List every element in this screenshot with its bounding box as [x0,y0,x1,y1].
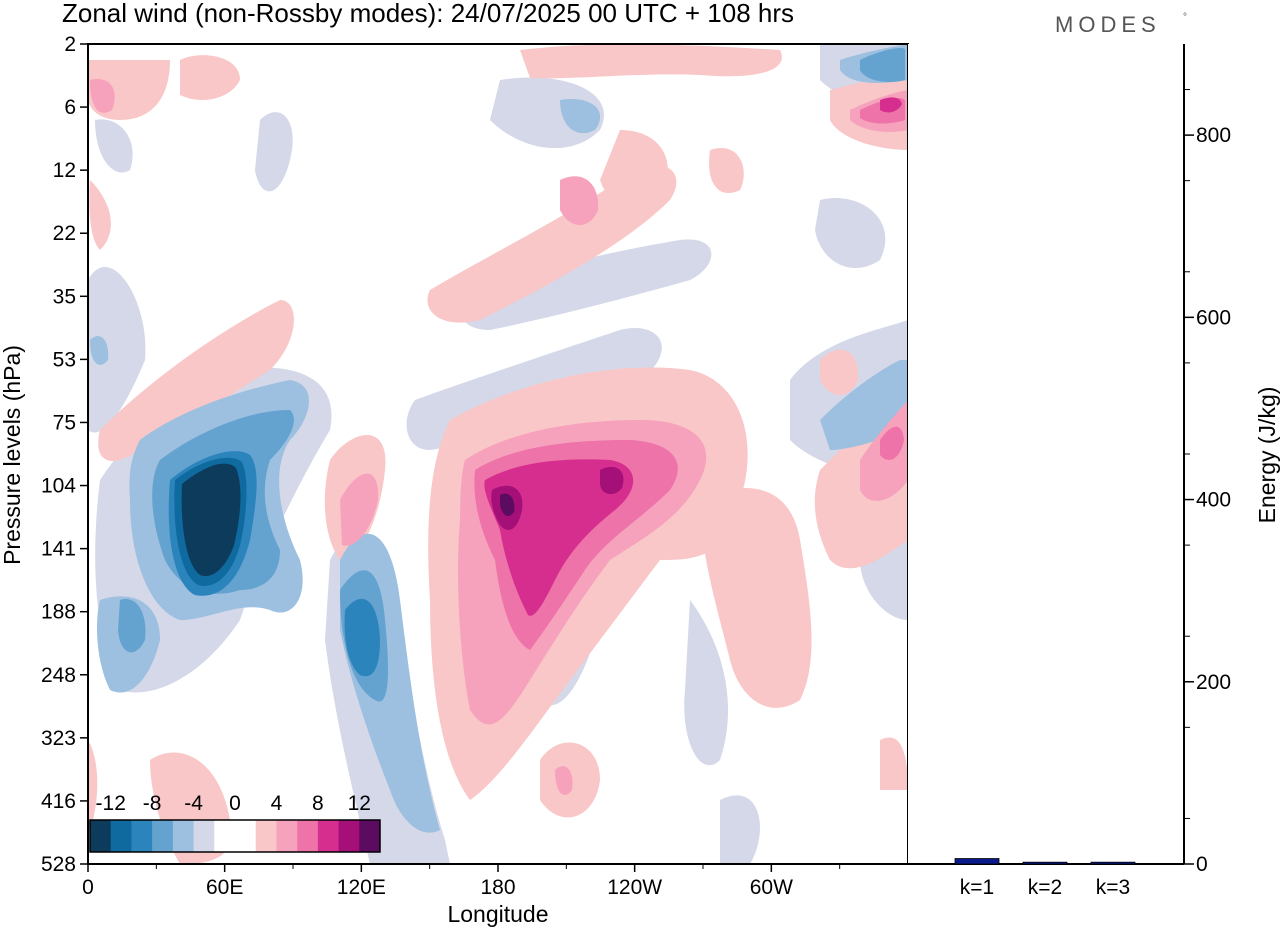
energy-bar-k3 [1090,861,1136,865]
y-tick-label: 35 [53,285,76,308]
colorbar-swatch [90,820,112,852]
y-tick-label: 528 [41,853,76,876]
y-tick-label: 22 [53,222,76,245]
y-tick-label: 75 [53,411,76,434]
colorbar-frame [89,819,381,853]
energy-category-label: k=1 [960,876,994,899]
energy-tick-label: 200 [1196,671,1231,694]
energy-tick-label: 0 [1196,853,1208,876]
energy-y-axis: 0 200 400 600 800 [1184,89,1231,876]
colorbar: -12 -8 -4 0 4 8 12 [89,792,381,853]
energy-tick-label: 600 [1196,306,1231,329]
modes-logo-mark: ° [1183,12,1187,23]
colorbar-swatch [131,820,153,852]
x-tick-label: 180 [480,876,515,899]
colorbar-swatch [297,820,319,852]
colorbar-label: -8 [143,792,162,815]
colorbar-label: 12 [348,792,371,815]
energy-tick-label: 400 [1196,489,1231,512]
y-tick-label: 104 [41,475,76,498]
energy-bar-k1 [954,858,1000,865]
chart-title: Zonal wind (non-Rossby modes): 24/07/202… [62,0,794,28]
x-axis-label: Longitude [447,901,548,927]
colorbar-swatch [359,820,381,852]
x-tick-label: 60W [750,876,793,899]
x-tick-label: 120W [607,876,662,899]
y-tick-label: 248 [41,664,76,687]
colorbar-label: -12 [96,792,126,815]
colorbar-swatch [235,820,257,852]
colorbar-swatch [214,820,236,852]
x-tick-label: 60E [206,876,243,899]
heatmap-field [88,44,908,864]
y-tick-label: 416 [41,790,76,813]
energy-bar-k2 [1022,861,1068,865]
energy-bars: k=1 k=2 k=3 [954,858,1136,899]
colorbar-swatch [338,820,360,852]
y-tick-label: 2 [64,33,76,56]
y-tick-label: 12 [53,159,76,182]
colorbar-label: 4 [271,792,283,815]
y-axis: 2 6 12 22 35 53 75 104 141 188 248 323 416 528 [41,33,88,876]
y-tick-label: 323 [41,727,76,750]
y-tick-label: 53 [53,348,76,371]
colorbar-swatch [317,820,340,852]
x-axis: 0 60E 120E 180 120W 60W [82,864,841,899]
energy-category-label: k=2 [1028,876,1062,899]
colorbar-label: 8 [312,792,324,815]
energy-axis-label: Energy (J/kg) [1254,387,1280,524]
y-tick-label: 141 [41,538,76,561]
energy-category-label: k=3 [1096,876,1130,899]
colorbar-swatch [276,820,298,852]
energy-tick-label: 800 [1196,124,1231,147]
colorbar-label: -4 [184,792,203,815]
energy-panel [908,44,1184,864]
x-tick-label: 0 [82,876,94,899]
colorbar-swatch [110,820,132,852]
y-tick-label: 6 [64,96,76,119]
colorbar-swatch [172,820,195,852]
colorbar-swatch [193,820,215,852]
modes-logo: MODES [1055,12,1161,37]
colorbar-label: 0 [229,792,241,815]
y-tick-label: 188 [41,601,76,624]
x-tick-label: 120E [337,876,386,899]
y-axis-label: Pressure levels (hPa) [0,345,25,565]
colorbar-swatch [152,820,174,852]
colorbar-swatch [255,820,277,852]
